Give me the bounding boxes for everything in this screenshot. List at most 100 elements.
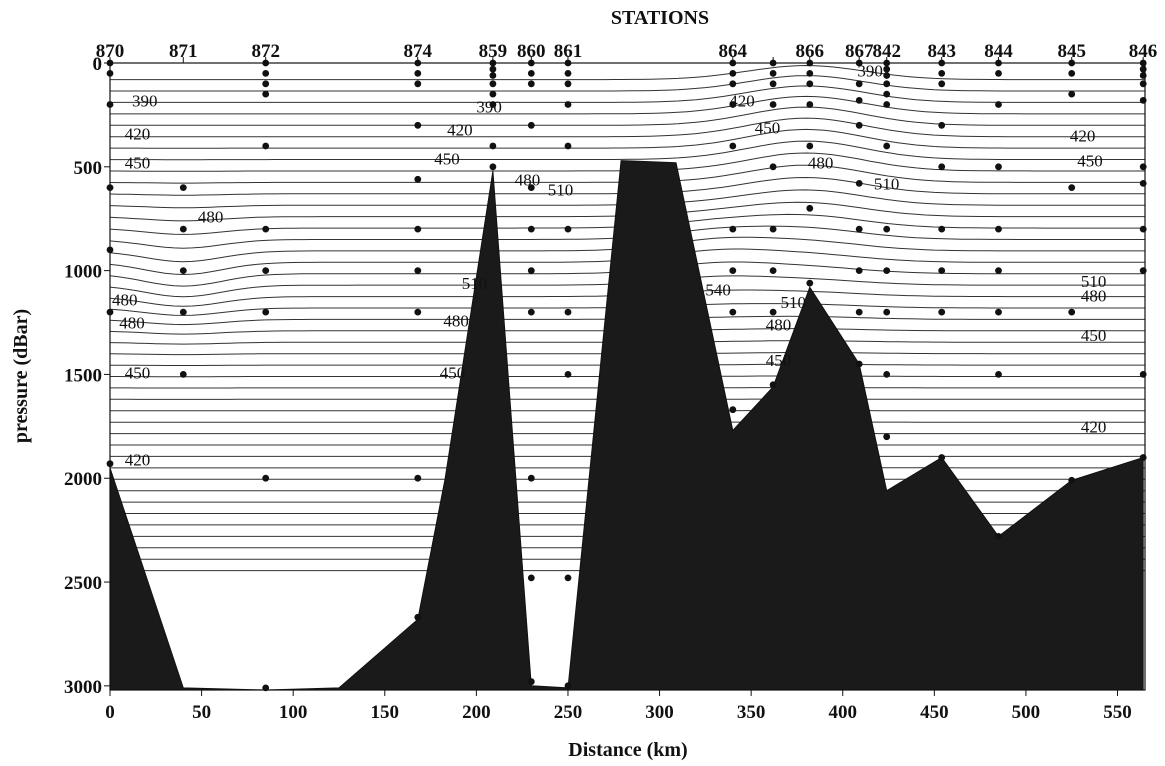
sample-point-37	[489, 101, 497, 108]
y-tick-label-3: 1500	[64, 365, 102, 386]
x-axis-ticks: 0 50 100 150 200 250 300 350 400 450 500 550	[105, 690, 1132, 723]
x-tick-label-9: 450	[920, 702, 949, 723]
sample-point-126	[1068, 70, 1076, 77]
x-tick-label-2: 100	[279, 702, 308, 723]
sample-point-27	[414, 225, 422, 233]
y-tick-label-4: 2000	[64, 469, 102, 490]
x-tick-label-3: 150	[371, 702, 400, 723]
station-label-871: 871	[169, 41, 198, 62]
sample-point-103	[883, 267, 891, 274]
sample-point-74	[769, 163, 777, 171]
contour-label-29: 420	[125, 451, 151, 470]
sample-point-94	[855, 360, 863, 368]
contour-label-11: 480	[198, 208, 224, 227]
sample-point-66	[729, 225, 737, 233]
sample-point-25	[414, 121, 422, 129]
plot-frame	[109, 62, 1146, 691]
sample-point-96	[883, 65, 891, 73]
station-label-843: 843	[927, 41, 956, 62]
sample-point-88	[855, 97, 863, 104]
sample-point-33	[489, 65, 497, 73]
sample-point-120	[995, 225, 1002, 233]
contour-label-16: 480	[443, 311, 469, 330]
station-label-864: 864	[719, 41, 748, 62]
sample-point-13	[262, 70, 270, 77]
x-tick-label-8: 400	[828, 702, 857, 723]
sample-point-89	[855, 121, 863, 129]
sample-point-9	[179, 267, 187, 274]
sample-point-90	[855, 180, 863, 187]
sample-point-57	[564, 308, 572, 316]
sample-point-67	[729, 267, 737, 274]
sample-point-81	[806, 80, 814, 88]
contour-label-8: 450	[434, 150, 460, 169]
sample-point-26	[414, 175, 422, 183]
contour-line-3	[110, 95, 1145, 115]
station-label-842: 842	[872, 41, 901, 62]
sample-point-8	[179, 225, 187, 233]
sample-point-50	[527, 678, 535, 686]
sample-point-41	[527, 70, 535, 77]
contour-label-13: 480	[808, 154, 834, 173]
sample-point-127	[1068, 90, 1076, 98]
contour-line-1	[110, 75, 1145, 92]
contour-label-1: 390	[476, 98, 502, 117]
sample-point-77	[769, 308, 777, 316]
sample-point-121	[995, 267, 1002, 274]
sample-point-92	[855, 267, 863, 274]
sample-point-20	[262, 474, 270, 482]
x-tick-label-5: 250	[554, 702, 583, 723]
contour-label-25: 450	[125, 363, 151, 382]
sample-point-115	[938, 454, 946, 461]
sample-point-113	[938, 267, 946, 274]
sample-point-68	[729, 308, 737, 316]
contour-label-23: 510	[1081, 272, 1107, 291]
sample-point-42	[527, 80, 535, 88]
sample-point-58	[564, 371, 572, 378]
sample-point-38	[489, 142, 497, 150]
contour-line-7	[110, 140, 1145, 161]
contour-label-5: 420	[729, 91, 755, 110]
contour-label-18: 480	[1081, 287, 1107, 306]
sample-point-18	[262, 267, 270, 274]
sample-point-84	[806, 204, 814, 212]
station-label-844: 844	[984, 41, 1013, 62]
sample-point-14	[262, 80, 270, 88]
y-tick-label-1: 500	[74, 158, 103, 179]
x-tick-label-10: 500	[1012, 702, 1041, 723]
sample-point-31	[414, 613, 422, 621]
sample-point-7	[179, 184, 187, 192]
sample-point-48	[527, 474, 535, 482]
sample-point-62	[729, 70, 737, 77]
contour-label-28: 450	[1081, 326, 1107, 345]
sample-point-10	[179, 308, 187, 316]
station-label-845: 845	[1057, 41, 1086, 62]
sample-point-46	[527, 267, 535, 274]
contour-label-12: 480	[515, 170, 541, 189]
sample-point-109	[938, 80, 946, 88]
sample-point-60	[564, 682, 572, 690]
station-label-866: 866	[796, 41, 825, 62]
sample-point-54	[564, 101, 572, 108]
sample-point-17	[262, 225, 270, 233]
bathymetry	[109, 160, 1144, 691]
sample-point-36	[489, 90, 497, 98]
sample-point-80	[806, 70, 814, 77]
sample-point-128	[1068, 184, 1076, 192]
station-label-859: 859	[479, 41, 508, 62]
sample-point-53	[564, 80, 572, 88]
contour-line-6	[110, 128, 1145, 149]
sample-point-64	[729, 101, 737, 108]
sample-point-73	[769, 101, 777, 108]
contour-label-24: 540	[705, 280, 731, 299]
sample-point-24	[414, 80, 422, 88]
contour-label-0: 390	[132, 91, 158, 110]
sample-point-87	[855, 80, 863, 88]
y-tick-label-6: 3000	[64, 677, 102, 698]
x-tick-label-4: 200	[462, 702, 491, 723]
contour-label-14: 480	[112, 291, 138, 310]
station-label-872: 872	[251, 41, 280, 62]
sample-point-112	[938, 225, 946, 233]
sample-point-78	[769, 381, 777, 389]
sample-point-65	[729, 142, 737, 150]
